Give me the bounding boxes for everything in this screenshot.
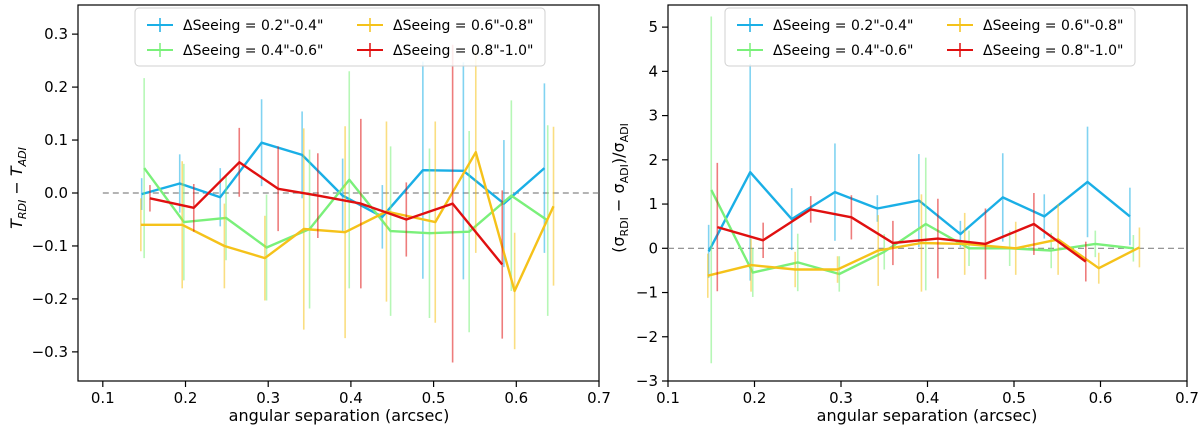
left-legend-item-1: ΔSeeing = 0.2"-0.4" (147, 18, 323, 34)
right-legend-item-2: ΔSeeing = 0.4"-0.6" (737, 43, 913, 59)
right-y-tick-label: 1 (648, 195, 658, 213)
left-series-3 (140, 51, 555, 350)
right-series-line (707, 238, 1140, 277)
left-y-tick-label: 0.2 (44, 78, 68, 96)
left-series-1 (140, 61, 546, 280)
right-legend: ΔSeeing = 0.2"-0.4" ΔSeeing = 0.4"-0.6" ΔS… (724, 7, 1136, 67)
right-panel: 0.1 0.2 0.3 0.4 0.5 0.6 0.7 −3 −2 −1 0 1 2 3 4 5 ΔSeeing… (609, 4, 1199, 425)
left-legend-box (134, 7, 546, 67)
right-y-tick-label: 4 (648, 62, 658, 80)
right-x-tick-label: 0.1 (656, 389, 680, 407)
right-y-tick-label: 2 (648, 151, 658, 169)
left-panel: 0.1 0.2 0.3 0.4 0.5 0.6 0.7 −0.3 −0.2 −0.1 0.0 0.1 0… (7, 4, 611, 425)
right-x-tick-label: 0.4 (916, 389, 940, 407)
right-plot-area: 0.1 0.2 0.3 0.4 0.5 0.6 0.7 −3 −2 −1 0 1 2 3 4 5 ΔSeeing… (636, 4, 1199, 407)
right-series-group (706, 16, 1141, 364)
right-ylabel-sub3: ADI (618, 123, 631, 142)
right-x-axis-label: angular separation (arcsec) (817, 406, 1038, 425)
left-legend-item-2: ΔSeeing = 0.4"-0.6" (147, 43, 323, 59)
right-legend-item-1: ΔSeeing = 0.2"-0.4" (737, 18, 913, 34)
right-y-tick-label: 5 (648, 18, 658, 36)
right-y-tick-label: 3 (648, 107, 658, 125)
right-series-4 (716, 162, 1087, 292)
left-ylabel-t2: − T (7, 165, 26, 200)
left-y-tick-label: −0.2 (32, 290, 68, 308)
left-y-tick-label: 0.0 (44, 184, 68, 202)
right-ylabel-t1: (σ (609, 236, 628, 252)
legend-label: ΔSeeing = 0.8"-1.0" (393, 43, 533, 59)
left-x-tick-label: 0.5 (422, 389, 446, 407)
left-series-line (149, 161, 504, 266)
left-y-tick-label: −0.1 (32, 237, 68, 255)
left-x-tick-label: 0.3 (256, 389, 280, 407)
right-ylabel-sub1: RDI (618, 217, 631, 236)
left-y-tick-label: 0.1 (44, 131, 68, 149)
left-series-4 (149, 44, 504, 363)
right-y-tick-label: −2 (636, 328, 658, 346)
right-ylabel-sub2: ADI (618, 164, 631, 183)
legend-label: ΔSeeing = 0.8"-1.0" (983, 43, 1123, 59)
right-series-line (716, 208, 1087, 263)
legend-label: ΔSeeing = 0.6"-0.8" (983, 18, 1123, 34)
right-y-tick-label: −1 (636, 284, 658, 302)
right-x-tick-label: 0.5 (1002, 389, 1026, 407)
left-legend: ΔSeeing = 0.2"-0.4" ΔSeeing = 0.4"-0.6" ΔS… (134, 7, 546, 67)
right-y-tick-label: 0 (648, 239, 658, 257)
legend-label: ΔSeeing = 0.6"-0.8" (393, 18, 533, 34)
legend-label: ΔSeeing = 0.4"-0.6" (773, 43, 913, 59)
right-legend-item-3: ΔSeeing = 0.6"-0.8" (947, 18, 1123, 34)
right-y-axis-label: (σRDI − σADI)/σADI (609, 123, 631, 253)
left-y-tick-label: −0.3 (32, 343, 68, 361)
right-y-tick-label: −3 (636, 372, 658, 390)
left-series-line (140, 150, 555, 293)
right-ylabel-t3: )/σ (609, 142, 628, 164)
left-y-axis-label: TRDI − TADI (7, 147, 29, 229)
legend-label: ΔSeeing = 0.2"-0.4" (773, 18, 913, 34)
left-x-axis-label: angular separation (arcsec) (229, 406, 450, 425)
left-x-tick-label: 0.7 (587, 389, 611, 407)
left-x-tick-label: 0.6 (504, 389, 528, 407)
left-plot-area: 0.1 0.2 0.3 0.4 0.5 0.6 0.7 −0.3 −0.2 −0.1 0.0 0.1 0… (32, 4, 611, 407)
right-ylabel-t2: − σ (609, 183, 628, 217)
legend-label: ΔSeeing = 0.4"-0.6" (183, 43, 323, 59)
right-legend-item-4: ΔSeeing = 0.8"-1.0" (947, 43, 1123, 59)
right-x-tick-label: 0.3 (829, 389, 853, 407)
left-series-line (143, 167, 549, 249)
left-ylabel-sub2: ADI (16, 147, 29, 167)
left-x-tick-label: 0.2 (174, 389, 198, 407)
left-y-tick-label: 0.3 (44, 25, 68, 43)
left-series-group (140, 44, 555, 363)
right-series-2 (710, 16, 1135, 364)
left-x-tick-label: 0.1 (91, 389, 115, 407)
right-series-3 (706, 194, 1141, 298)
right-x-tick-label: 0.2 (743, 389, 767, 407)
left-ylabel-sub1: RDI (16, 200, 29, 219)
left-x-tick-label: 0.4 (339, 389, 363, 407)
left-series-line (141, 141, 546, 219)
right-x-tick-label: 0.7 (1175, 389, 1199, 407)
left-ylabel-t1: T (7, 218, 26, 229)
left-legend-item-3: ΔSeeing = 0.6"-0.8" (357, 18, 533, 34)
legend-label: ΔSeeing = 0.2"-0.4" (183, 18, 323, 34)
right-x-tick-label: 0.6 (1089, 389, 1113, 407)
right-legend-box (724, 7, 1136, 67)
left-legend-item-4: ΔSeeing = 0.8"-1.0" (357, 43, 533, 59)
